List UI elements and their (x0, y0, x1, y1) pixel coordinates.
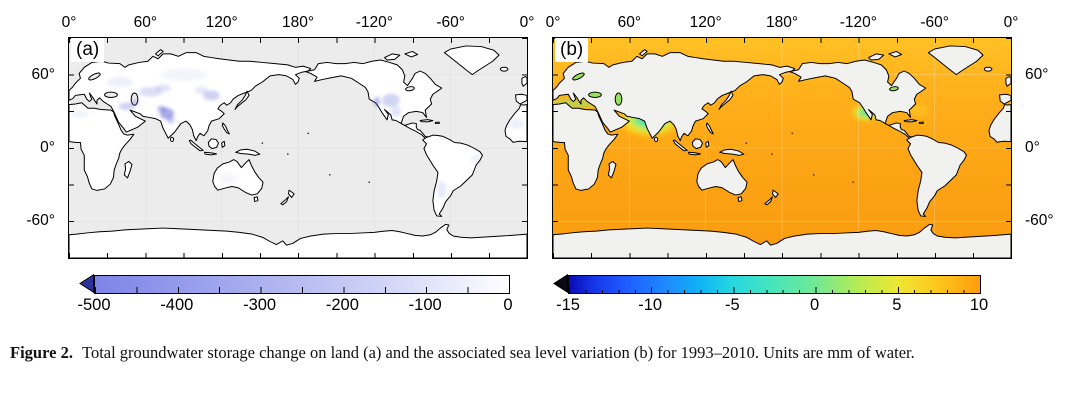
tick-label: -10 (638, 296, 663, 314)
tick-label: -120° (355, 14, 393, 31)
colorbar-b-labels: -15 -10 -5 0 5 10 (556, 296, 988, 318)
tick-label: -60° (920, 14, 949, 31)
colorbar-b-left-arrow-icon (553, 274, 568, 293)
tick-label: 180° (281, 14, 315, 31)
tick-label: -500 (77, 296, 111, 314)
top-tick-marks-b (553, 38, 1011, 43)
right-tick-marks-b (1006, 38, 1011, 258)
colorbar-a-labels: -500 -400 -300 -200 -100 0 (77, 296, 512, 318)
tick-label: -300 (243, 296, 277, 314)
tick-label: 60° (31, 65, 55, 83)
tick-label: -200 (325, 296, 359, 314)
caption-text: Total groundwater storage change on land… (82, 343, 915, 362)
lon-axis-b: 0° 60° 120° 180° -120° -60° 0° (546, 8, 1019, 35)
left-tick-marks-a (69, 38, 74, 258)
tick-label: 10 (969, 296, 989, 314)
tick-label: 180° (765, 14, 799, 31)
tick-label: 0° (519, 14, 535, 31)
tick-label: 0° (545, 14, 561, 31)
tick-label: 0 (810, 296, 820, 314)
lat-axis-b: 60° 0° -60° (1019, 38, 1067, 258)
tick-label: 0° (61, 14, 77, 31)
tick-label: -60° (26, 212, 55, 230)
tick-label: 5 (892, 296, 902, 314)
tick-label: 0° (1025, 139, 1040, 156)
tick-label: 60° (133, 14, 158, 31)
caption-label: Figure 2. (10, 343, 73, 362)
groundwater-depletion-patches (70, 68, 525, 199)
tick-label: -120° (839, 14, 877, 31)
tick-label: 120° (205, 14, 238, 31)
top-tick-marks-a (69, 38, 527, 43)
tick-label: -60° (1025, 212, 1054, 230)
tick-label: 120° (689, 14, 722, 31)
tick-label: -15 (556, 296, 580, 314)
map-b-sea-level: (b) (553, 38, 1011, 258)
figure-caption: Figure 2. Total groundwater storage chang… (10, 340, 1058, 366)
right-tick-marks-a (522, 38, 527, 258)
colorbar-b-major-ticks (569, 287, 980, 293)
left-tick-marks-b (553, 38, 558, 258)
tick-label: -400 (160, 296, 194, 314)
panel-label-b: (b) (555, 38, 589, 62)
tick-label: -100 (408, 296, 442, 314)
colorbar-b-gradient (568, 275, 981, 294)
lon-axis-a: 0° 60° 120° 180° -120° -60° 0° (62, 8, 535, 35)
tick-label: 0° (40, 139, 55, 156)
tick-label: 0° (1003, 14, 1019, 31)
colorbar-a-left-arrow-icon (79, 274, 94, 293)
lat-axis-a: 60° 0° -60° (3, 38, 61, 258)
tick-label: -60° (436, 14, 465, 31)
bottom-tick-marks-a (69, 253, 527, 258)
colorbar-a-gradient (94, 275, 510, 294)
panel-a: 0° 60° 120° 180° -120° -60° 0° 60° 0° -60° (26, 14, 534, 259)
colorbar-a-ticks (95, 287, 509, 293)
panel-label-a: (a) (71, 38, 105, 62)
map-a-groundwater: (a) (69, 38, 527, 258)
panel-b: 0° 60° 120° 180° -120° -60° 0° 60° 0° -60° (b) (546, 14, 1054, 259)
tick-label: 60° (1025, 65, 1049, 83)
bottom-tick-marks-b (553, 253, 1011, 258)
tick-label: -5 (725, 296, 740, 314)
tick-label: 0 (503, 296, 513, 314)
tick-label: 60° (617, 14, 642, 31)
